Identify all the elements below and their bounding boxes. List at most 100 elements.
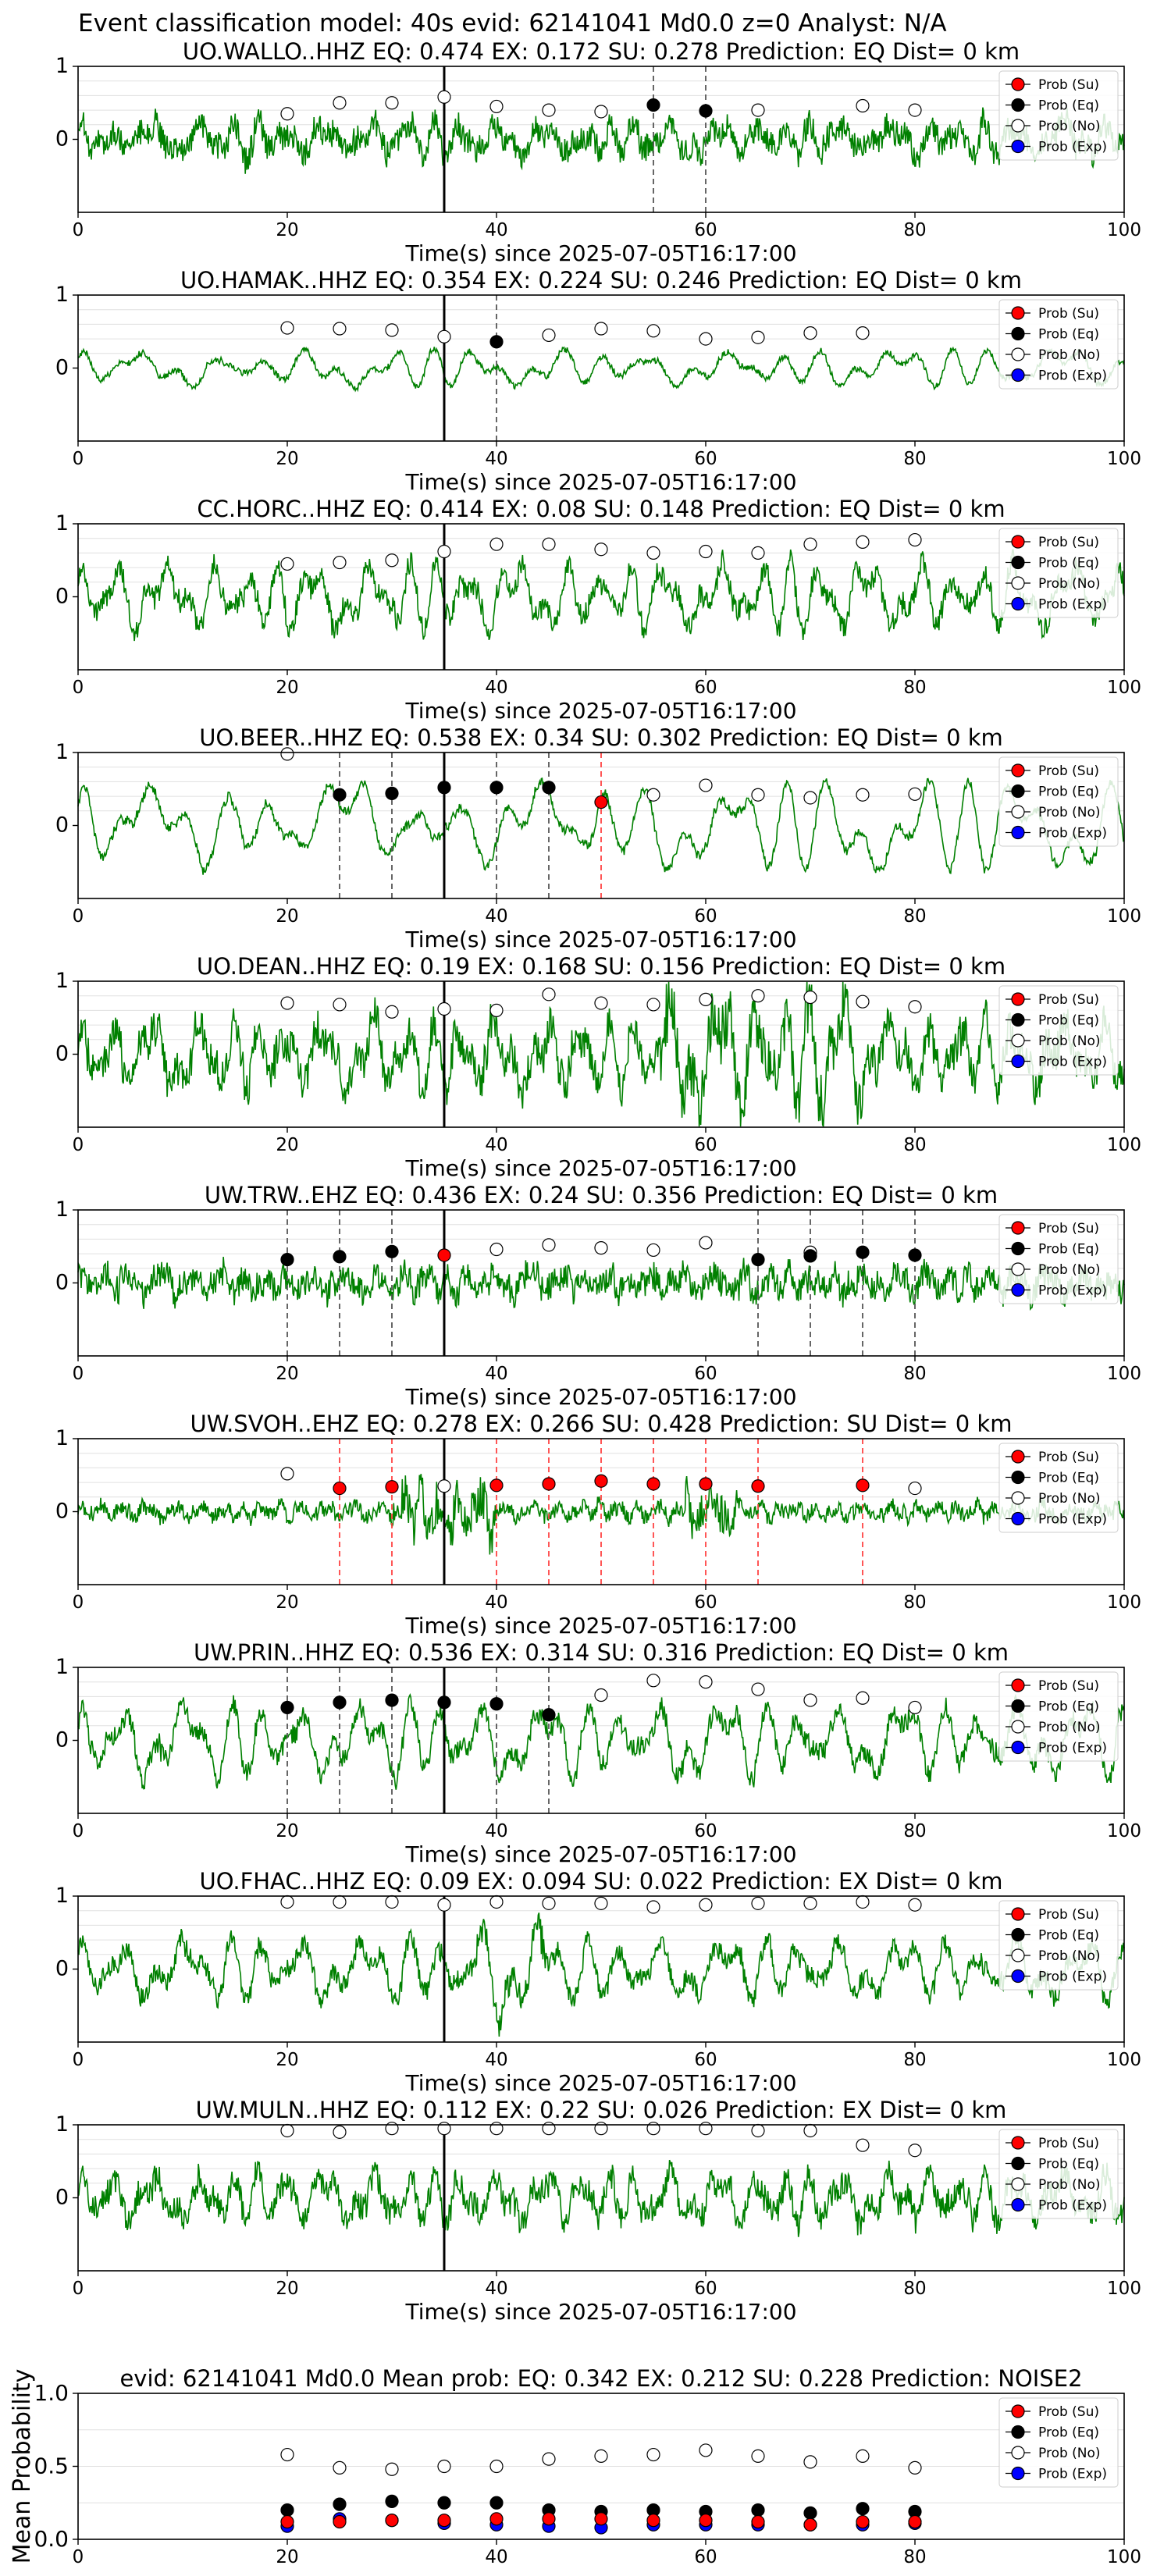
x-tick-label: 80 — [903, 1135, 926, 1155]
legend-marker-exp — [1011, 1969, 1025, 1984]
noise-prob-marker — [333, 1895, 347, 1909]
mean-prob-marker — [437, 2496, 451, 2510]
y-tick-label: 1 — [55, 511, 69, 535]
legend-marker-no — [1011, 119, 1025, 133]
noise-prob-marker — [594, 1688, 608, 1703]
su-prob-marker — [489, 1478, 504, 1493]
x-axis-label: Time(s) since 2025-07-05T16:17:00 — [404, 1155, 796, 1181]
x-tick-label: 0 — [73, 678, 84, 698]
y-tick-label: 1 — [55, 1884, 69, 1908]
y-tick-label: 0.0 — [34, 2526, 69, 2552]
legend-marker-eq — [1011, 555, 1025, 570]
y-tick-label: 1 — [55, 1655, 69, 1679]
noise-prob-marker — [803, 791, 817, 805]
legend-label-exp: Prob (Exp) — [1038, 826, 1107, 841]
noise-prob-marker — [280, 996, 294, 1010]
noise-prob-marker — [646, 324, 660, 338]
legend-marker-eq — [1011, 1699, 1025, 1713]
mean-prob-marker — [489, 2459, 504, 2474]
y-tick-label: 0 — [55, 1271, 69, 1295]
x-tick-label: 40 — [485, 449, 507, 469]
axes-frame — [77, 66, 1125, 213]
x-tick-label: 100 — [1107, 449, 1141, 469]
legend-marker-exp — [1011, 139, 1025, 154]
panel-title: UO.WALLO..HHZ EQ: 0.474 EX: 0.172 SU: 0.… — [183, 38, 1020, 65]
noise-prob-marker — [908, 532, 922, 547]
x-tick-label: 40 — [485, 1135, 507, 1155]
x-tick-label: 40 — [485, 1592, 507, 1613]
x-axis-label: Time(s) since 2025-07-05T16:17:00 — [404, 2070, 796, 2096]
x-tick-label: 60 — [694, 1592, 717, 1613]
x-tick-label: 80 — [903, 678, 926, 698]
panel-title: UW.MULN..HHZ EQ: 0.112 EX: 0.22 SU: 0.02… — [196, 2097, 1007, 2123]
waveform-trace — [77, 346, 1125, 393]
legend-label-eq: Prob (Eq) — [1038, 1928, 1099, 1944]
mean-prob-marker — [385, 2514, 399, 2528]
mean-prob-marker — [542, 2512, 556, 2526]
su-prob-marker — [385, 1480, 399, 1494]
noise-prob-marker — [908, 787, 922, 801]
waveform-trace — [77, 1257, 1125, 1311]
x-axis-label: Time(s) since 2025-07-05T16:17:00 — [404, 2299, 796, 2325]
noise-prob-marker — [542, 1896, 556, 1910]
noise-prob-marker — [437, 1002, 451, 1016]
mean-prob-marker — [489, 2512, 504, 2526]
noise-prob-marker — [280, 747, 294, 761]
noise-prob-marker — [437, 329, 451, 343]
x-tick-label: 60 — [694, 2050, 717, 2070]
noise-prob-marker — [751, 989, 765, 1003]
noise-prob-marker — [646, 2122, 660, 2136]
x-tick-label: 20 — [276, 1821, 298, 1841]
legend-marker-eq — [1011, 2425, 1025, 2439]
noise-prob-marker — [542, 103, 556, 117]
x-axis-label: Time(s) since 2025-07-05T16:17:00 — [404, 240, 796, 266]
noise-prob-marker — [699, 1236, 713, 1250]
legend-label-su: Prob (Su) — [1038, 992, 1099, 1008]
x-tick-label: 40 — [485, 2547, 507, 2567]
noise-prob-marker — [751, 1896, 765, 1910]
eq-prob-marker — [333, 1250, 347, 1264]
mean-prob-marker — [908, 2460, 922, 2475]
x-tick-label: 60 — [694, 906, 717, 927]
x-tick-label: 60 — [694, 1821, 717, 1841]
noise-prob-marker — [542, 328, 556, 343]
noise-prob-marker — [542, 2122, 556, 2136]
legend-label-eq: Prob (Eq) — [1038, 556, 1099, 571]
legend-label-eq: Prob (Eq) — [1038, 1242, 1099, 1258]
x-tick-label: 80 — [903, 2547, 926, 2567]
noise-prob-marker — [489, 537, 504, 551]
y-tick-label: 1 — [55, 54, 69, 78]
noise-prob-marker — [542, 537, 556, 551]
x-axis-label: Time(s) since 2025-07-05T16:17:00 — [404, 469, 796, 495]
noise-prob-marker — [908, 1000, 922, 1014]
noise-prob-marker — [542, 1238, 556, 1252]
legend-marker-su — [1011, 2136, 1025, 2150]
legend-label-no: Prob (No) — [1038, 1948, 1101, 1964]
legend-label-no: Prob (No) — [1038, 347, 1101, 363]
noise-prob-marker — [385, 1895, 399, 1909]
mean-prob-marker — [646, 2447, 660, 2462]
noise-prob-marker — [437, 2122, 451, 2136]
mean-prob-marker — [489, 2496, 504, 2510]
su-prob-marker — [646, 1477, 660, 1491]
eq-prob-marker — [856, 1245, 870, 1259]
x-axis-label: Time(s) since 2025-07-05T16:17:00 — [404, 927, 796, 952]
x-tick-label: 80 — [903, 2279, 926, 2299]
x-tick-label: 80 — [903, 220, 926, 240]
legend-frame — [998, 1443, 1119, 1533]
x-tick-label: 20 — [276, 1592, 298, 1613]
x-tick-label: 20 — [276, 2547, 298, 2567]
x-tick-label: 40 — [485, 1364, 507, 1384]
noise-prob-marker — [333, 555, 347, 570]
eq-prob-marker — [437, 781, 451, 795]
y-tick-label: 0 — [55, 356, 69, 380]
mean-prob-marker — [751, 2514, 765, 2529]
x-tick-label: 100 — [1107, 906, 1141, 927]
eq-prob-marker — [333, 1695, 347, 1710]
legend-marker-eq — [1011, 1927, 1025, 1942]
legend-marker-exp — [1011, 1740, 1025, 1755]
legend-label-exp: Prob (Exp) — [1038, 1055, 1107, 1070]
noise-prob-marker — [803, 1896, 817, 1910]
waveform-trace — [77, 981, 1125, 1127]
x-tick-label: 60 — [694, 1135, 717, 1155]
